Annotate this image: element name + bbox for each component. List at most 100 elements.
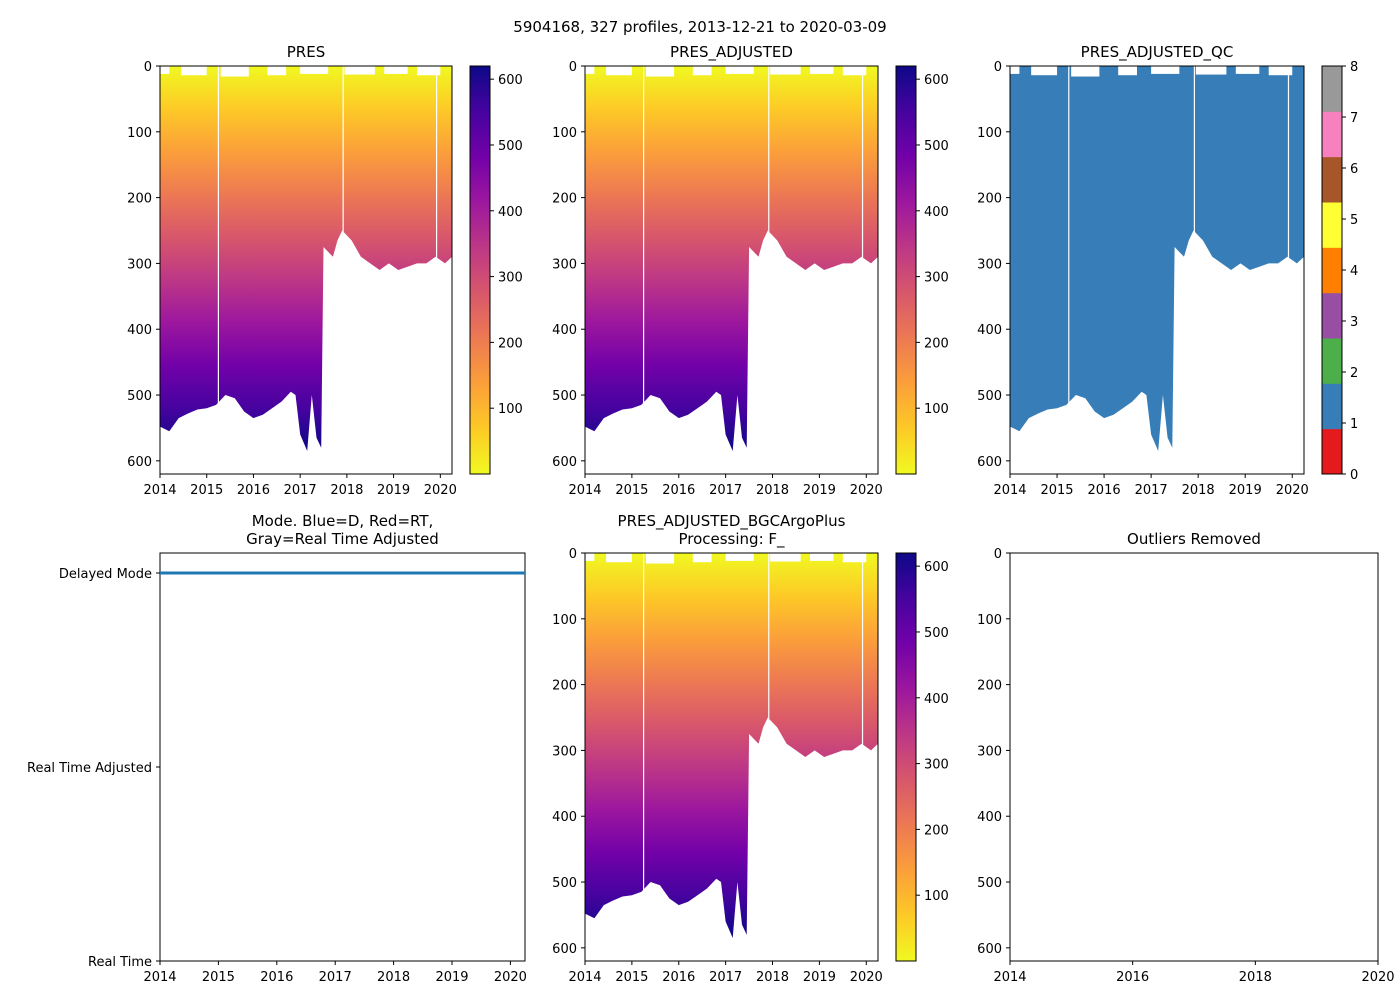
y-tick-label: 300 xyxy=(552,744,577,759)
x-tick-label: 2020 xyxy=(1361,970,1394,985)
panel-title: Outliers Removed xyxy=(1127,530,1261,548)
y-tick-label: 400 xyxy=(977,323,1002,338)
x-tick-label: 2014 xyxy=(143,483,176,498)
y-tick-label: 200 xyxy=(127,192,152,207)
top-gap xyxy=(1010,66,1020,74)
x-tick-label: 2016 xyxy=(260,970,293,985)
colorbar-tick-label: 1 xyxy=(1350,417,1358,432)
x-tick-label: 2018 xyxy=(756,483,789,498)
x-tick-label: 2017 xyxy=(319,970,352,985)
top-gap xyxy=(606,553,632,563)
top-gap xyxy=(770,66,801,75)
colorbar-tick-label: 400 xyxy=(498,205,523,220)
top-gap xyxy=(220,66,249,77)
x-tick-label: 2014 xyxy=(568,483,601,498)
x-tick-label: 2014 xyxy=(568,970,601,985)
qc-color-band xyxy=(1322,111,1342,158)
y-tick-label: 300 xyxy=(977,257,1002,272)
colorbar-tick-label: 3 xyxy=(1350,315,1358,330)
x-tick-label: 2017 xyxy=(284,483,317,498)
x-tick-label: 2015 xyxy=(190,483,223,498)
top-gap xyxy=(842,553,867,563)
x-tick-label: 2020 xyxy=(850,483,883,498)
axes-frame xyxy=(584,65,879,475)
x-tick-label: 2020 xyxy=(1276,483,1309,498)
colorbar-tick-label: 200 xyxy=(498,336,523,351)
y-tick-label: 200 xyxy=(977,679,1002,694)
y-tick-label: 300 xyxy=(552,257,577,272)
y-tick-label: 0 xyxy=(569,547,577,562)
top-gap xyxy=(692,553,712,563)
qc-color-band xyxy=(1322,66,1342,112)
y-tick-label: 0 xyxy=(994,547,1002,562)
x-tick-label: 2020 xyxy=(424,483,457,498)
top-gap xyxy=(810,553,834,561)
qc-color-band xyxy=(1322,338,1342,384)
colorbar-tick-label: 100 xyxy=(498,402,523,417)
x-tick-label: 2016 xyxy=(662,970,695,985)
axes-frame xyxy=(1009,65,1305,475)
x-tick-label: 2016 xyxy=(1088,483,1121,498)
x-tick-label: 2019 xyxy=(803,483,836,498)
top-gap xyxy=(416,66,441,76)
x-tick-label: 2014 xyxy=(993,483,1026,498)
qc-color-band xyxy=(1322,383,1342,430)
top-gap xyxy=(1031,66,1058,76)
profile-data xyxy=(585,66,878,451)
profile-data xyxy=(160,66,452,451)
y-tick-label: 400 xyxy=(977,810,1002,825)
top-gap xyxy=(1151,66,1180,74)
y-tick-label: 600 xyxy=(552,942,577,957)
top-gap xyxy=(1195,66,1227,75)
panel-title-line: Mode. Blue=D, Red=RT, xyxy=(252,512,434,530)
colorbar-tick-label: 500 xyxy=(924,139,949,154)
panel-title-line: Processing: F_ xyxy=(678,530,785,549)
y-category-label: Real Time Adjusted xyxy=(27,761,152,776)
x-tick-label: 2019 xyxy=(1229,483,1262,498)
colorbar-tick-label: 4 xyxy=(1350,264,1358,279)
y-tick-label: 600 xyxy=(552,455,577,470)
axes-frame xyxy=(159,552,526,962)
colorbar-tick-label: 2 xyxy=(1350,366,1358,381)
panel-title-line: Gray=Real Time Adjusted xyxy=(246,530,439,548)
top-gap xyxy=(585,66,595,74)
x-tick-label: 2018 xyxy=(1239,970,1272,985)
top-gap xyxy=(842,66,867,76)
x-tick-label: 2014 xyxy=(143,970,176,985)
x-tick-label: 2015 xyxy=(615,483,648,498)
colorbar-tick-label: 500 xyxy=(924,626,949,641)
top-gap xyxy=(160,66,170,74)
x-tick-label: 2018 xyxy=(330,483,363,498)
colorbar-tick-label: 400 xyxy=(924,692,949,707)
top-gap xyxy=(810,66,834,74)
qc-color-band xyxy=(1322,428,1342,475)
y-tick-label: 500 xyxy=(977,389,1002,404)
x-tick-label: 2016 xyxy=(1116,970,1149,985)
y-tick-label: 500 xyxy=(552,876,577,891)
x-tick-label: 2018 xyxy=(756,970,789,985)
panel-title-line: PRES_ADJUSTED_BGCArgoPlus xyxy=(618,512,846,531)
x-tick-label: 2019 xyxy=(377,483,410,498)
heatmap-area xyxy=(585,66,878,474)
y-tick-label: 600 xyxy=(977,455,1002,470)
colorbar-tick-label: 5 xyxy=(1350,213,1358,228)
heatmap-area xyxy=(160,66,452,474)
top-gap xyxy=(770,553,801,562)
x-tick-label: 2017 xyxy=(709,483,742,498)
y-tick-label: 300 xyxy=(977,744,1002,759)
x-tick-label: 2020 xyxy=(850,970,883,985)
y-tick-label: 300 xyxy=(127,257,152,272)
colorbar-tick-label: 400 xyxy=(924,205,949,220)
colorbar-tick-label: 600 xyxy=(924,560,949,575)
axes-frame xyxy=(159,65,453,475)
colorbar-tick-label: 200 xyxy=(924,336,949,351)
y-tick-label: 100 xyxy=(127,126,152,141)
y-tick-label: 0 xyxy=(144,60,152,75)
top-gap xyxy=(725,553,754,561)
top-gap xyxy=(725,66,754,74)
colorbar-tick-label: 7 xyxy=(1350,111,1358,126)
top-gap xyxy=(1268,66,1293,76)
x-tick-label: 2017 xyxy=(1135,483,1168,498)
y-category-label: Delayed Mode xyxy=(59,567,152,582)
